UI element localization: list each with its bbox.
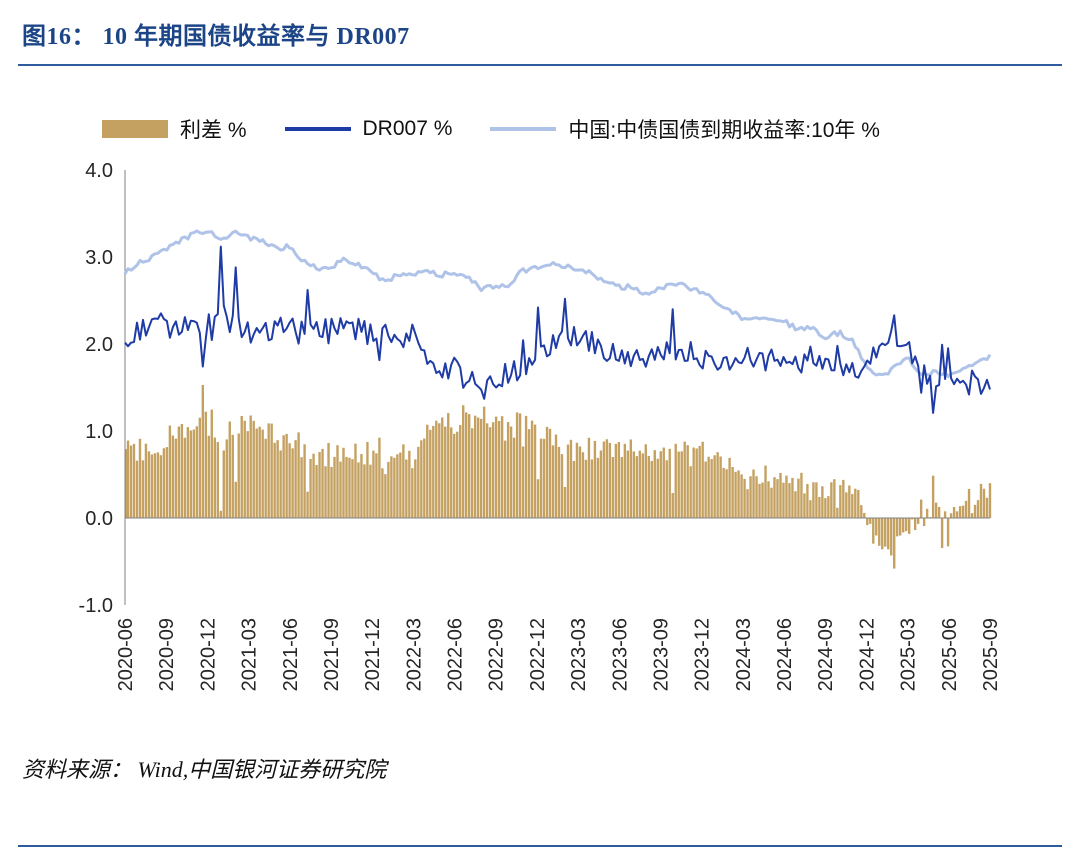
svg-text:0.0: 0.0 [85,508,113,530]
figure-title: 图16： 10 年期国债收益率与 DR007 [22,24,410,50]
svg-text:2020-12: 2020-12 [197,618,219,691]
svg-text:2024-09: 2024-09 [815,618,837,691]
spread-bar-swatch [102,120,168,138]
y-axis-labels: 4.0 3.0 2.0 1.0 0.0 -1.0 [79,160,113,617]
dr007-line [124,245,991,414]
legend-label-dr007: DR007 % [362,117,453,140]
svg-text:2024-12: 2024-12 [856,618,878,691]
legend-item-spread: 利差 % [102,114,247,144]
yield10y-line-swatch [490,127,557,131]
top-divider [18,64,1062,66]
svg-text:2022-06: 2022-06 [445,618,467,691]
svg-text:2021-09: 2021-09 [321,618,343,691]
svg-text:2020-09: 2020-09 [156,618,178,691]
svg-text:2025-03: 2025-03 [898,618,920,691]
bottom-divider [18,845,1062,847]
svg-text:3.0: 3.0 [85,247,113,269]
svg-text:2020-06: 2020-06 [115,618,137,691]
svg-text:2025-09: 2025-09 [980,618,1002,691]
svg-text:-1.0: -1.0 [79,595,113,617]
legend-item-yield10y: 中国:中债国债到期收益率:10年 % [490,114,880,144]
svg-text:2023-12: 2023-12 [692,618,714,691]
spread-bars [125,384,992,569]
svg-text:2024-06: 2024-06 [774,618,796,691]
svg-text:4.0: 4.0 [85,160,113,182]
svg-text:2024-03: 2024-03 [733,618,755,691]
svg-text:2021-06: 2021-06 [280,618,302,691]
legend-label-yield10y: 中国:中债国债到期收益率:10年 % [568,119,880,142]
svg-text:2023-06: 2023-06 [609,618,631,691]
yield10y-line [123,229,992,379]
svg-text:2025-06: 2025-06 [939,618,961,691]
legend-label-spread: 利差 % [180,119,247,142]
source-note: 资料来源： Wind,中国银河证券研究院 [22,757,387,782]
svg-text:2023-03: 2023-03 [568,618,590,691]
svg-text:2023-09: 2023-09 [651,618,673,691]
svg-text:2021-03: 2021-03 [239,618,261,691]
chart-legend: 利差 % DR007 % 中国:中债国债到期收益率:10年 % [102,114,880,144]
svg-text:2022-09: 2022-09 [486,618,508,691]
svg-text:2021-12: 2021-12 [362,618,384,691]
svg-text:1.0: 1.0 [85,421,113,443]
svg-text:2022-12: 2022-12 [527,618,549,691]
svg-text:2.0: 2.0 [85,334,113,356]
legend-item-dr007: DR007 % [284,117,453,141]
x-axis-labels: 2020-06 2020-09 2020-12 2021-03 2021-06 2021-… [115,618,1002,691]
dr007-line-swatch [284,127,351,131]
svg-text:2022-03: 2022-03 [403,618,425,691]
